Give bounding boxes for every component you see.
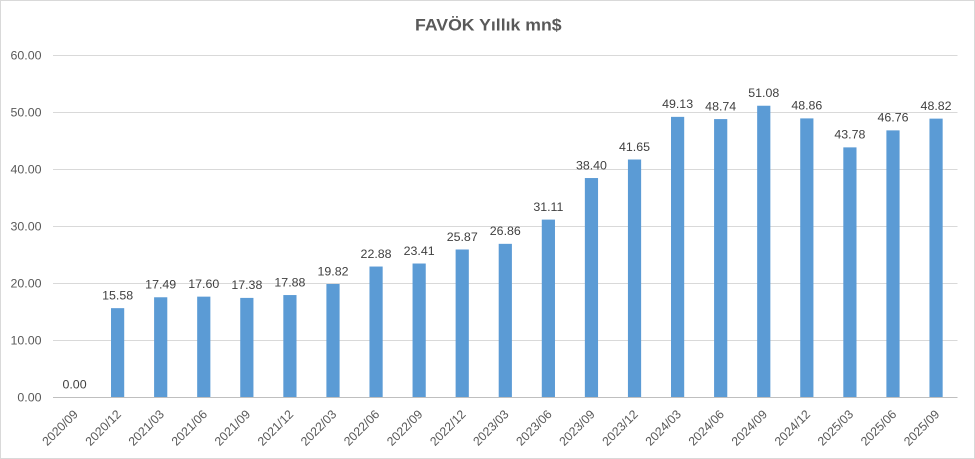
svg-text:46.76: 46.76 [877, 111, 908, 125]
svg-text:23.41: 23.41 [404, 244, 435, 258]
svg-text:41.65: 41.65 [619, 140, 650, 154]
svg-text:31.11: 31.11 [533, 200, 563, 214]
svg-text:30.00: 30.00 [10, 219, 41, 233]
svg-text:51.08: 51.08 [748, 86, 779, 100]
svg-text:17.60: 17.60 [188, 277, 219, 291]
svg-text:FAVÖK Yıllık mn$: FAVÖK Yıllık mn$ [415, 16, 562, 35]
svg-text:10.00: 10.00 [10, 333, 41, 347]
svg-text:50.00: 50.00 [10, 105, 41, 119]
svg-text:0.00: 0.00 [62, 377, 86, 391]
svg-text:48.86: 48.86 [791, 99, 822, 113]
svg-text:48.74: 48.74 [705, 99, 736, 113]
svg-text:17.38: 17.38 [231, 278, 262, 292]
svg-text:17.88: 17.88 [274, 275, 305, 289]
svg-text:26.86: 26.86 [490, 224, 521, 238]
svg-text:19.82: 19.82 [317, 264, 348, 278]
svg-text:38.40: 38.40 [576, 158, 607, 172]
svg-text:20.00: 20.00 [10, 276, 41, 290]
svg-text:15.58: 15.58 [102, 288, 133, 302]
svg-text:40.00: 40.00 [10, 162, 41, 176]
svg-text:60.00: 60.00 [10, 48, 41, 62]
svg-text:48.82: 48.82 [921, 99, 952, 113]
svg-text:22.88: 22.88 [361, 247, 392, 261]
svg-text:0.00: 0.00 [17, 390, 41, 404]
svg-text:43.78: 43.78 [834, 128, 865, 142]
svg-text:17.49: 17.49 [145, 278, 176, 292]
svg-text:49.13: 49.13 [662, 97, 693, 111]
svg-text:25.87: 25.87 [447, 230, 478, 244]
